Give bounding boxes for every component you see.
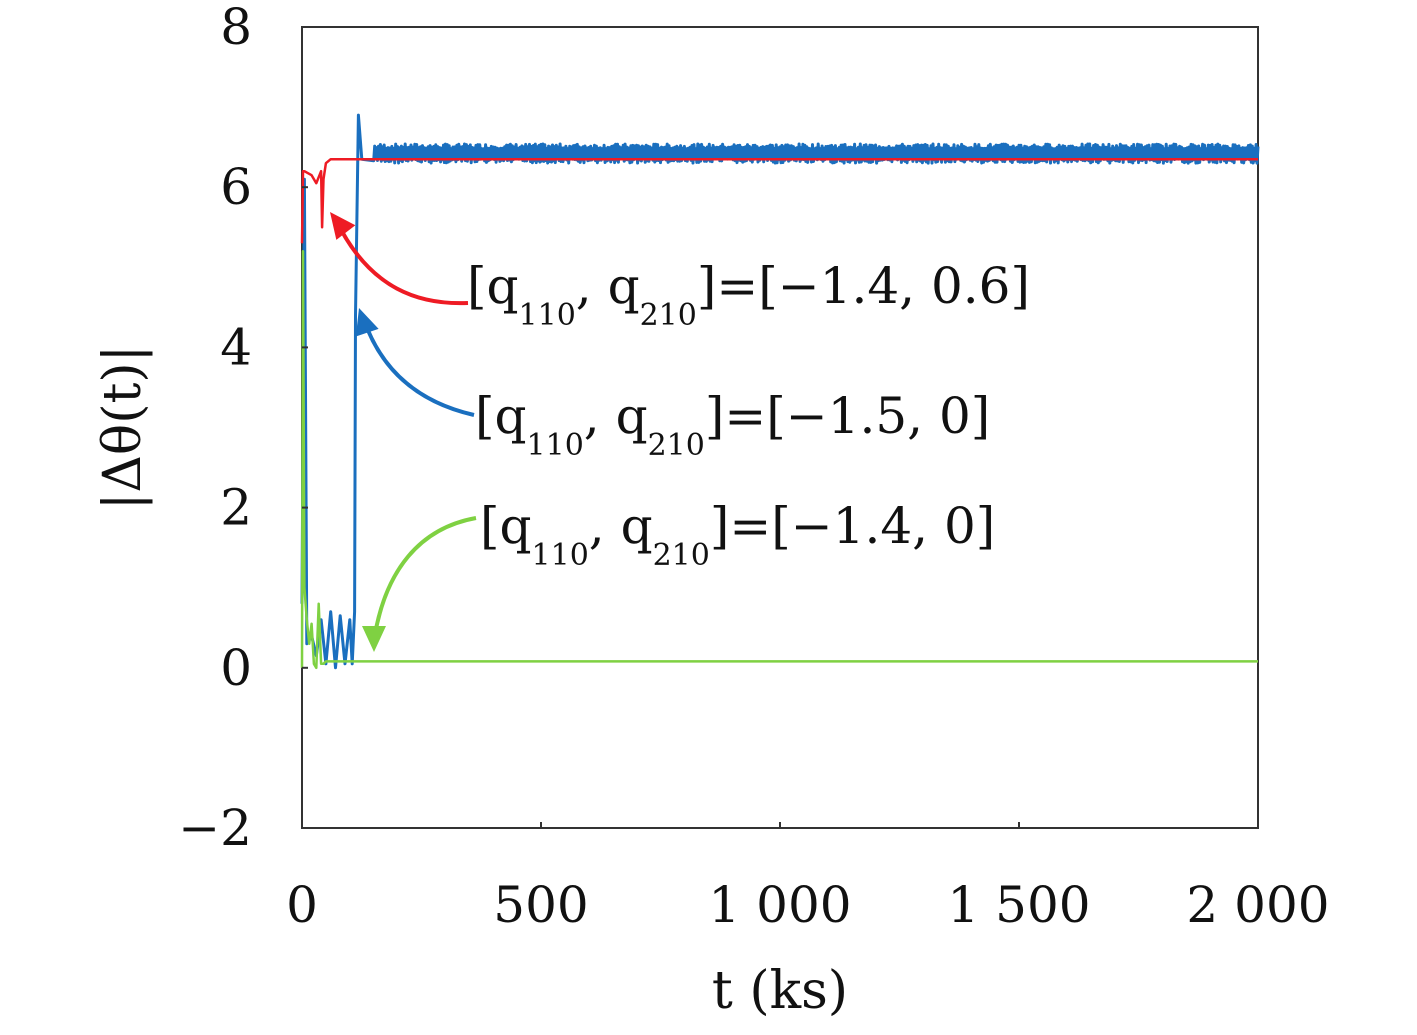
y-tick-label: 0 [220,639,252,697]
x-tick-label: 500 [493,876,588,934]
series-label-subscript: 210 [640,298,697,333]
ticks-layer: 0 500 1 000 1 500 2 000 −2 0 2 4 6 8 [178,0,1329,934]
series-label-subscript: 110 [527,428,584,463]
series-label-part: ]=[−1.4, 0] [710,497,995,555]
annotation-arrowhead [330,212,356,240]
series-label-part: , q [589,497,653,555]
y-tick-label: −2 [178,799,252,857]
series-label-part: [q [475,387,527,445]
series-label-part: [q [480,497,532,555]
series-line-red [300,157,1258,244]
series-label-subscript: 210 [648,428,705,463]
y-tick-label: 2 [220,479,252,537]
x-tick-label: 1 500 [947,876,1090,934]
series-label-subscript: 210 [653,538,710,573]
annotation-arrow [362,319,475,417]
y-tick-label: 8 [220,0,252,56]
annotation-layer: [q110, q210]=[−1.4, 0.6][q110, q210]=[−1… [330,212,1030,652]
annotation-arrowhead [355,308,379,337]
series-label: [q110, q210]=[−1.4, 0.6] [467,257,1030,333]
y-axis-title: |Δθ(t)| [93,345,153,510]
series-line-green [300,250,1258,670]
series-label: [q110, q210]=[−1.4, 0] [480,497,995,573]
series-label-subscript: 110 [519,298,576,333]
series-label-part: ]=[−1.5, 0] [705,387,990,445]
annotation-arrowhead [362,626,386,652]
series-label-part: , q [576,257,640,315]
annotation-red: [q110, q210]=[−1.4, 0.6] [330,212,1030,333]
series-label-part: ]=[−1.4, 0.6] [697,257,1030,315]
x-axis-title: t (ks) [712,961,848,1021]
annotation-blue: [q110, q210]=[−1.5, 0] [355,308,990,463]
series-label: [q110, q210]=[−1.5, 0] [475,387,990,463]
series-layer [300,113,1260,670]
x-tick-label: 2 000 [1186,876,1329,934]
y-tick-label: 4 [220,318,252,376]
annotation-arrow [372,516,477,641]
y-tick-label: 6 [220,158,252,216]
series-label-part: [q [467,257,519,315]
x-tick-label: 1 000 [708,876,851,934]
series-label-subscript: 110 [532,538,589,573]
annotation-green: [q110, q210]=[−1.4, 0] [362,497,995,652]
x-tick-label: 0 [286,876,318,934]
series-line-blue [300,113,1260,670]
annotation-arrow [334,219,469,306]
series-label-part: , q [584,387,648,445]
